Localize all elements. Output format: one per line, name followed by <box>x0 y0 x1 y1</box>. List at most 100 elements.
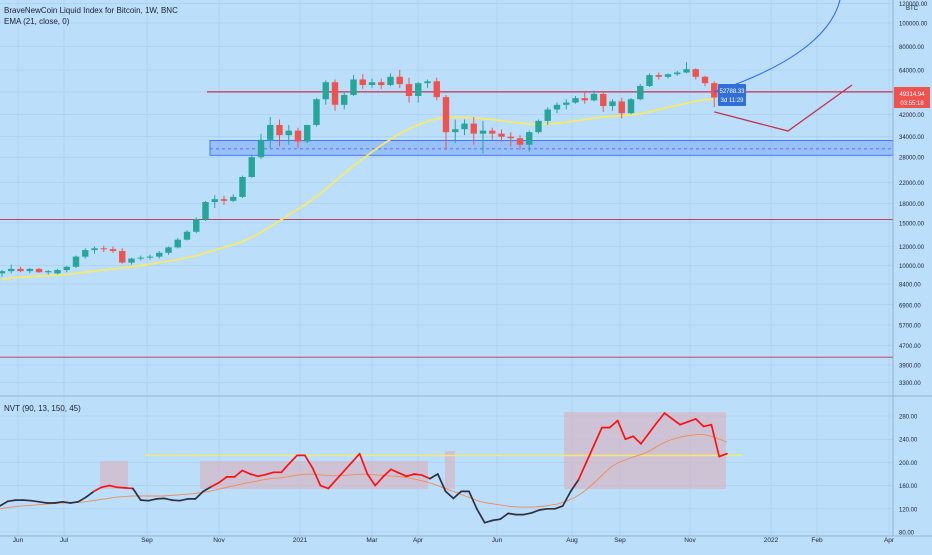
candle-body <box>618 101 625 114</box>
price-tick-label: 64000.00 <box>899 69 925 75</box>
nvt-line-segment <box>327 478 337 490</box>
candle-body <box>674 72 681 75</box>
nvt-line-segment <box>257 473 267 478</box>
nvt-line-segment <box>429 473 439 480</box>
time-tick-label: Mar <box>366 537 378 544</box>
nvt-line-segment <box>452 490 463 500</box>
nvt-line-segment <box>53 500 64 504</box>
time-tick-label: Aug <box>566 537 578 544</box>
candle-body <box>82 250 89 257</box>
nvt-line-segment <box>335 470 345 481</box>
nvt-line-segment <box>554 505 564 510</box>
candle-body <box>220 199 228 201</box>
nvt-line-segment <box>671 418 681 426</box>
nvt-line-segment <box>405 473 416 478</box>
nvt-line-segment <box>397 471 408 478</box>
price-tick-label: 34000.00 <box>899 135 925 141</box>
candle-body <box>156 252 163 257</box>
nvt-line-segment <box>132 487 142 501</box>
nvt-line-segment <box>640 432 650 445</box>
price-tick-label: 18000.00 <box>899 202 925 208</box>
support-zone <box>209 140 894 156</box>
nvt-line-segment <box>280 462 291 474</box>
nvt-line-segment <box>233 469 244 478</box>
nvt-line-segment <box>374 476 384 487</box>
time-tick-label: Apr <box>884 537 895 544</box>
candle-body <box>331 82 339 105</box>
nvt-line-segment <box>194 490 205 500</box>
chart-title: BraveNewCoin Liquid Index for Bitcoin, 1… <box>4 6 178 15</box>
candle-body <box>590 93 598 101</box>
candle-body <box>664 74 672 77</box>
nvt-line-segment <box>655 412 666 424</box>
main-grid <box>0 0 893 536</box>
nvt-line-segment <box>77 496 87 503</box>
candle-body <box>304 124 311 142</box>
time-tick-label: Jun <box>492 537 503 544</box>
candle-body <box>100 248 107 250</box>
nvt-line-segment <box>499 512 509 521</box>
price-tick-label: 3300.00 <box>899 381 921 387</box>
nvt-signal-line <box>0 434 728 510</box>
nvt-line-segment <box>679 420 689 426</box>
candle-body <box>146 256 154 258</box>
last-price-badge <box>894 87 930 108</box>
nvt-line-segment <box>163 497 173 501</box>
nvt-line-segment <box>624 435 635 441</box>
nvt-line-segment <box>366 473 377 487</box>
candle-body <box>45 271 52 273</box>
nvt-tick-label: 160.00 <box>899 484 918 490</box>
candle-body <box>193 219 200 232</box>
price-tick-label: 12000.00 <box>899 245 925 251</box>
nvt-line-segment <box>38 500 48 504</box>
nvt-line-segment <box>311 467 322 487</box>
nvt-line-segment <box>85 490 95 499</box>
nvt-line-segment <box>147 498 158 502</box>
time-tick-label: Apr <box>413 537 424 544</box>
candle-body <box>359 79 366 86</box>
candle-body <box>433 81 440 98</box>
price-tick-label: 3900.00 <box>899 364 921 370</box>
nvt-line-segment <box>61 500 72 504</box>
time-tick-label: Sep <box>141 537 153 544</box>
price-tick-label: 100000.00 <box>899 21 928 27</box>
nvt-line-segment <box>6 499 17 503</box>
time-tick-label: Feb <box>811 537 823 544</box>
nvt-line-segment <box>358 452 369 475</box>
nvt-line-segment <box>100 484 111 489</box>
nvt-line-segment <box>421 474 431 480</box>
candle-body <box>109 249 117 251</box>
candle-body <box>683 69 690 73</box>
candle-body <box>600 93 607 106</box>
price-tick-label: 80000.00 <box>899 45 925 51</box>
top-axis-label: BTC <box>906 6 918 12</box>
candle-body <box>165 247 172 253</box>
candle-body <box>119 250 126 263</box>
candle-body <box>387 76 394 86</box>
nvt-line-segment <box>92 486 103 493</box>
main-marks: 52788.33 3d 11:29 <box>0 0 894 358</box>
candle-body <box>452 129 459 133</box>
nvt-line-segment <box>22 499 33 502</box>
nvt-line-segment <box>593 426 603 446</box>
nvt-line-segment <box>155 497 166 500</box>
nvt-line-segment <box>108 484 119 489</box>
candle-body <box>211 199 218 203</box>
nvt-line-segment <box>288 454 298 465</box>
price-tick-label: 10000.00 <box>899 264 925 270</box>
ema-line <box>1 98 715 281</box>
nvt-tick-label: 120.00 <box>899 507 918 513</box>
nvt-line-segment <box>702 423 713 428</box>
candle-body <box>313 99 320 125</box>
candle-body <box>72 256 80 267</box>
candle-body <box>396 76 403 85</box>
nvt-line-segment <box>202 485 212 493</box>
nvt-line-segment <box>444 490 455 500</box>
candle-body <box>322 82 329 100</box>
nvt-line-segment <box>30 499 40 503</box>
nvt-tick-label: 280.00 <box>899 415 918 421</box>
